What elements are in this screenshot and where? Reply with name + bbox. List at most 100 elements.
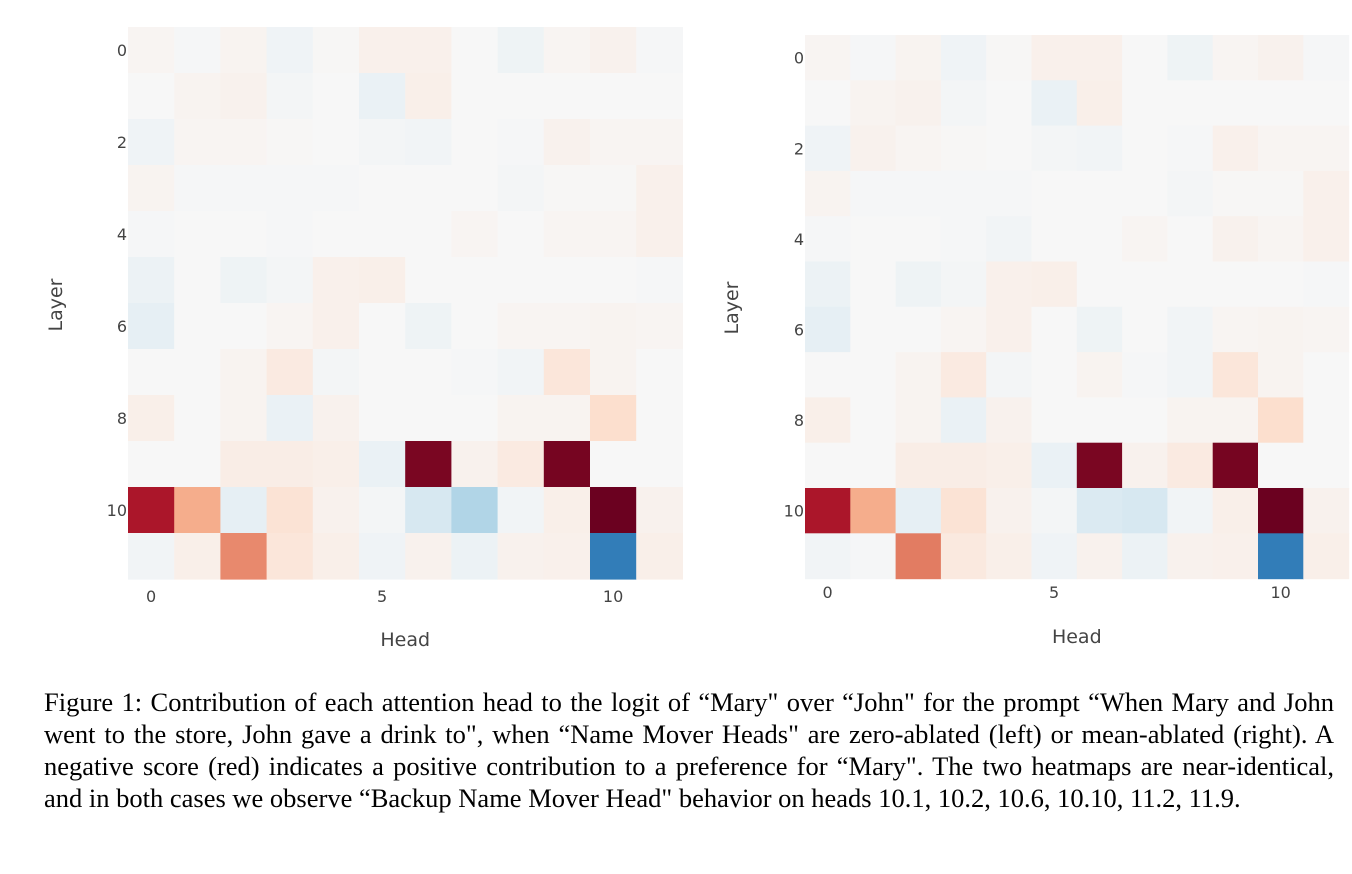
- heatmap-cell-10-4: [312, 487, 360, 534]
- x-tick-label: 10: [1270, 583, 1290, 602]
- heatmap-cell-6-7: [1122, 306, 1168, 353]
- heatmap-cell-7-10: [590, 349, 637, 396]
- heatmap-cell-2-4: [312, 119, 360, 166]
- heatmap-cell-3-6: [1076, 170, 1123, 217]
- heatmap-cell-10-2: [895, 488, 942, 534]
- heatmap-cell-5-6: [405, 257, 452, 304]
- heatmap-cell-7-3: [940, 352, 987, 398]
- heatmap-cell-7-6: [405, 349, 452, 396]
- heatmap-cell-11-8: [497, 533, 545, 580]
- y-tick-label: 0: [117, 41, 127, 60]
- heatmap-cell-8-8: [1167, 397, 1214, 444]
- heatmap-cell-8-9: [543, 395, 591, 442]
- heatmap-cell-2-11: [636, 119, 683, 166]
- heatmap-cell-3-9: [1212, 170, 1259, 217]
- heatmap-cell-9-10: [1258, 442, 1304, 489]
- heatmap-cell-10-11: [636, 487, 683, 534]
- heatmap-cell-8-7: [1122, 397, 1168, 444]
- heatmap-cell-5-3: [266, 257, 314, 304]
- x-tick-label: 0: [823, 583, 833, 602]
- heatmap-cell-0-8: [1167, 35, 1214, 81]
- heatmap-cell-2-6: [405, 119, 452, 166]
- heatmap-cell-5-3: [940, 261, 987, 308]
- heatmap-cell-7-2: [220, 349, 268, 396]
- heatmap-cell-4-7: [1122, 216, 1168, 263]
- heatmap-cell-5-4: [312, 257, 360, 304]
- heatmap-cell-9-3: [266, 441, 314, 488]
- heatmap-cell-5-10: [590, 257, 637, 304]
- heatmap-left: 0 2 4 6 8 10 0 5 10 Head Layer: [45, 27, 683, 651]
- heatmap-cell-1-9: [1212, 80, 1259, 127]
- heatmap-cell-7-11: [1303, 352, 1350, 398]
- heatmap-cell-9-3: [940, 442, 987, 489]
- heatmap-cell-2-5: [1031, 125, 1078, 172]
- heatmap-cell-3-8: [1167, 170, 1214, 217]
- heatmap-cell-0-2: [895, 35, 942, 81]
- heatmap-cell-0-3: [940, 35, 987, 81]
- x-axis-title: Head: [1052, 626, 1102, 648]
- heatmap-cell-7-5: [1031, 352, 1078, 398]
- heatmap-cell-2-3: [266, 119, 314, 166]
- heatmap-cell-5-7: [451, 257, 499, 304]
- heatmap-cell-3-1: [850, 170, 897, 217]
- y-axis-title: Layer: [45, 278, 67, 331]
- heatmap-cell-10-6: [1076, 488, 1123, 534]
- heatmap-cell-6-1: [174, 303, 221, 350]
- heatmap-cell-0-6: [1076, 35, 1123, 81]
- heatmap-cell-8-11: [1303, 397, 1350, 444]
- heatmap-cell-4-3: [940, 216, 987, 263]
- y-tick-label: 10: [107, 501, 127, 520]
- heatmap-cell-7-11: [636, 349, 683, 396]
- x-tick-label: 0: [146, 587, 156, 606]
- heatmap-cell-11-11: [636, 533, 683, 580]
- heatmap-cell-0-0: [805, 35, 851, 81]
- heatmap-cell-4-10: [590, 211, 637, 258]
- heatmap-cell-11-7: [451, 533, 499, 580]
- heatmap-cell-0-1: [174, 27, 221, 74]
- heatmap-cell-5-6: [1076, 261, 1123, 308]
- heatmap-cell-11-1: [850, 533, 897, 580]
- heatmap-cell-9-8: [497, 441, 545, 488]
- heatmap-cell-6-2: [895, 306, 942, 353]
- heatmap-cell-8-1: [174, 395, 221, 442]
- x-tick-label: 5: [1049, 583, 1059, 602]
- heatmap-cell-1-2: [895, 80, 942, 127]
- heatmap-cell-1-11: [1303, 80, 1350, 127]
- heatmap-cell-7-5: [359, 349, 406, 396]
- heatmap-cell-2-8: [497, 119, 545, 166]
- heatmap-cell-10-8: [497, 487, 545, 534]
- heatmap-cell-11-11: [1303, 533, 1350, 580]
- heatmap-cell-6-5: [1031, 306, 1078, 353]
- heatmap-cell-8-3: [940, 397, 987, 444]
- heatmap-cell-8-2: [220, 395, 268, 442]
- heatmap-cell-4-2: [895, 216, 942, 263]
- y-tick-label: 4: [117, 225, 127, 244]
- heatmap-cell-0-10: [590, 27, 637, 74]
- heatmap-cell-6-0: [805, 306, 851, 353]
- heatmap-cell-4-0: [128, 211, 175, 258]
- heatmap-cell-2-1: [850, 125, 897, 172]
- heatmap-cell-11-2: [220, 533, 268, 580]
- heatmap-cell-1-2: [220, 73, 268, 120]
- y-axis-title: Layer: [721, 281, 743, 334]
- heatmap-cell-8-1: [850, 397, 897, 444]
- heatmap-cell-7-9: [543, 349, 591, 396]
- heatmap-cell-3-4: [986, 170, 1033, 217]
- heatmap-cell-6-3: [266, 303, 314, 350]
- heatmap-cell-3-6: [405, 165, 452, 212]
- heatmap-cell-6-1: [850, 306, 897, 353]
- heatmap-cell-7-9: [1212, 352, 1259, 398]
- heatmap-cell-6-10: [1258, 306, 1304, 353]
- heatmap-cell-5-2: [895, 261, 942, 308]
- heatmap-cell-1-3: [266, 73, 314, 120]
- heatmap-cell-7-0: [805, 352, 851, 398]
- heatmap-cell-4-10: [1258, 216, 1304, 263]
- heatmap-cell-9-9: [1212, 442, 1259, 489]
- heatmap-cell-5-7: [1122, 261, 1168, 308]
- heatmap-cell-4-6: [405, 211, 452, 258]
- y-tick-label: 10: [784, 502, 804, 521]
- heatmap-cell-11-4: [312, 533, 360, 580]
- heatmap-cell-11-7: [1122, 533, 1168, 580]
- heatmap-cell-3-3: [940, 170, 987, 217]
- heatmap-cell-7-6: [1076, 352, 1123, 398]
